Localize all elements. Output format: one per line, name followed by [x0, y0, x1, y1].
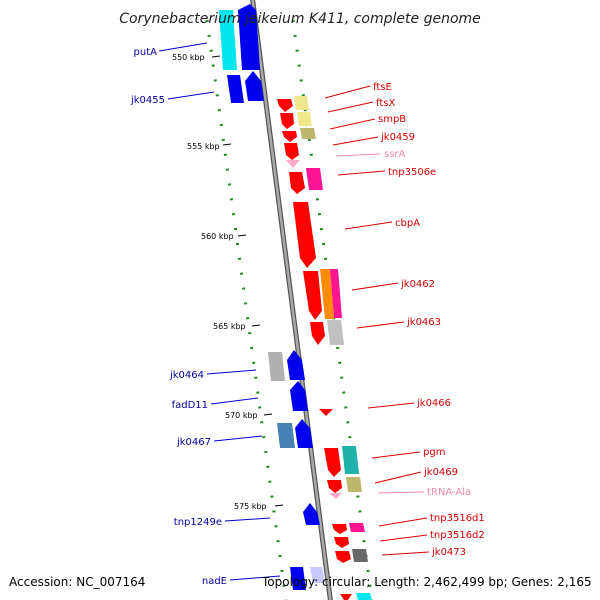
gene-label-tnp1249e[interactable]: tnp1249e: [174, 517, 222, 528]
gene-glyph-fadd11[interactable]: [290, 381, 308, 411]
rna-leader-trna-ala: [377, 491, 425, 494]
gene-label-jk0464[interactable]: jk0464: [169, 370, 204, 381]
right-leader-lines: [324, 85, 430, 556]
tick-label-550: 550 kbp: [172, 53, 205, 62]
gene-label-trna-ala[interactable]: tRNA-Ala: [427, 487, 471, 498]
gene-glyph-jk0459-a[interactable]: [282, 131, 297, 142]
gene-glyph-cbpa[interactable]: [293, 202, 316, 268]
gene-label-cbpa[interactable]: cbpA: [395, 218, 420, 229]
tick-label-565: 565 kbp: [213, 322, 246, 331]
gene-glyph-jk0455-b[interactable]: [245, 71, 264, 101]
right-strand-genes: [277, 96, 372, 600]
gene-glyph-tnp1249e[interactable]: [303, 503, 320, 525]
tick-labels: 550 kbp 555 kbp 560 kbp 565 kbp 570 kbp …: [172, 53, 267, 511]
gene-label-nade[interactable]: nadE: [202, 576, 227, 587]
gene-glyph-jk0469-a[interactable]: [327, 480, 342, 493]
gene-label-jk0466[interactable]: jk0466: [416, 398, 451, 409]
tick-label-555: 555 kbp: [187, 142, 220, 151]
gene-glyph-puta[interactable]: [219, 10, 237, 70]
gene-glyph-jk0462-b[interactable]: [320, 269, 334, 319]
gene-glyph-jk0466[interactable]: [319, 409, 333, 416]
gene-label-tnp3506e[interactable]: tnp3506e: [388, 167, 436, 178]
gene-label-smpb[interactable]: smpB: [378, 114, 406, 125]
gene-label-jk0463[interactable]: jk0463: [406, 317, 441, 328]
gene-glyph-ftse[interactable]: [277, 99, 293, 112]
rna-leader-ssra: [335, 153, 381, 157]
gene-label-ssra[interactable]: ssrA: [384, 149, 406, 160]
tick-label-570: 570 kbp: [225, 411, 258, 420]
gene-glyph-tnp3516d2[interactable]: [334, 537, 349, 548]
gene-glyph-jk0467-b[interactable]: [295, 419, 313, 448]
left-gene-labels: putA jk0455 jk0464 fadD11 jk0467 tnp1249…: [130, 47, 227, 587]
gene-glyph-jk0462-a[interactable]: [303, 271, 322, 320]
gene-label-jk0473[interactable]: jk0473: [431, 547, 466, 558]
gene-label-pgm[interactable]: pgm: [423, 447, 445, 458]
gene-glyph-edge-a[interactable]: [340, 594, 352, 600]
gene-glyph-jk0464-a[interactable]: [268, 352, 285, 381]
topology-text: Topology: circular; Length: 2,462,499 bp…: [261, 575, 592, 589]
gene-glyph-smpb[interactable]: [300, 128, 316, 139]
left-strand-genes: [219, 4, 320, 590]
tick-label-560: 560 kbp: [201, 232, 234, 241]
gene-glyph-jk0464-b[interactable]: [287, 350, 305, 380]
gene-label-jk0462[interactable]: jk0462: [400, 279, 435, 290]
gene-label-tnp3516d2[interactable]: tnp3516d2: [430, 530, 485, 541]
gene-label-jk0459[interactable]: jk0459: [380, 132, 415, 143]
gene-glyph-jk0469-b[interactable]: [346, 477, 362, 492]
gene-glyph-trna-ala[interactable]: [329, 493, 342, 499]
gene-glyph-edge-c[interactable]: [310, 567, 325, 583]
genome-backbone: [250, 0, 333, 600]
gene-glyph-jk0473-b[interactable]: [352, 549, 368, 562]
gene-glyph-pgm-a[interactable]: [324, 448, 341, 477]
left-leader-lines: [158, 42, 281, 581]
gene-glyph-edge-b[interactable]: [356, 593, 372, 600]
gene-label-tnp3516d1[interactable]: tnp3516d1: [430, 513, 485, 524]
gene-glyph-ftsx-2[interactable]: [280, 113, 294, 129]
gene-glyph-jk0463-b[interactable]: [327, 320, 344, 345]
gene-label-jk0455[interactable]: jk0455: [130, 95, 165, 106]
gene-glyph-ssra[interactable]: [286, 160, 300, 168]
tick-label-575: 575 kbp: [234, 502, 267, 511]
gene-glyph-nade[interactable]: [290, 567, 306, 590]
gene-glyph-ftsx[interactable]: [294, 96, 309, 110]
map-title: Corynebacterium jeikeium K411, complete …: [119, 11, 481, 27]
gene-glyph-pgm-b[interactable]: [342, 446, 359, 474]
gene-label-fadd11[interactable]: fadD11: [172, 400, 208, 411]
gene-label-ftsx[interactable]: ftsX: [376, 98, 395, 109]
gene-label-jk0469[interactable]: jk0469: [423, 467, 458, 478]
accession-text: Accession: NC_007164: [9, 575, 145, 589]
gene-glyph-tnp3516d1-b[interactable]: [349, 523, 365, 532]
gene-glyph-jk0462-c[interactable]: [330, 269, 342, 318]
gene-glyph-tnp3506e-a[interactable]: [289, 172, 305, 194]
gene-glyph-tnp3506e-b[interactable]: [306, 168, 323, 190]
gene-glyph-jk0467-a[interactable]: [277, 423, 295, 448]
gene-label-ftse[interactable]: ftsE: [373, 82, 392, 93]
tick-marks: [211, 55, 284, 507]
gene-glyph-puta-2[interactable]: [238, 4, 260, 70]
right-gene-labels: ftsE ftsX smpB jk0459 ssrA tnp3506e cbpA…: [373, 82, 485, 558]
gene-glyph-jk0473-a[interactable]: [335, 551, 351, 563]
gene-glyph-jk0459-b[interactable]: [284, 143, 299, 160]
gene-glyph-jk0463-a[interactable]: [310, 322, 325, 345]
gene-label-jk0467[interactable]: jk0467: [176, 437, 211, 448]
gene-glyph-tnp3516d1-a[interactable]: [332, 524, 347, 534]
gene-glyph-jk0455-a[interactable]: [227, 75, 244, 103]
gene-label-puta[interactable]: putA: [134, 47, 158, 58]
gene-glyph-smpb-a[interactable]: [297, 112, 312, 126]
